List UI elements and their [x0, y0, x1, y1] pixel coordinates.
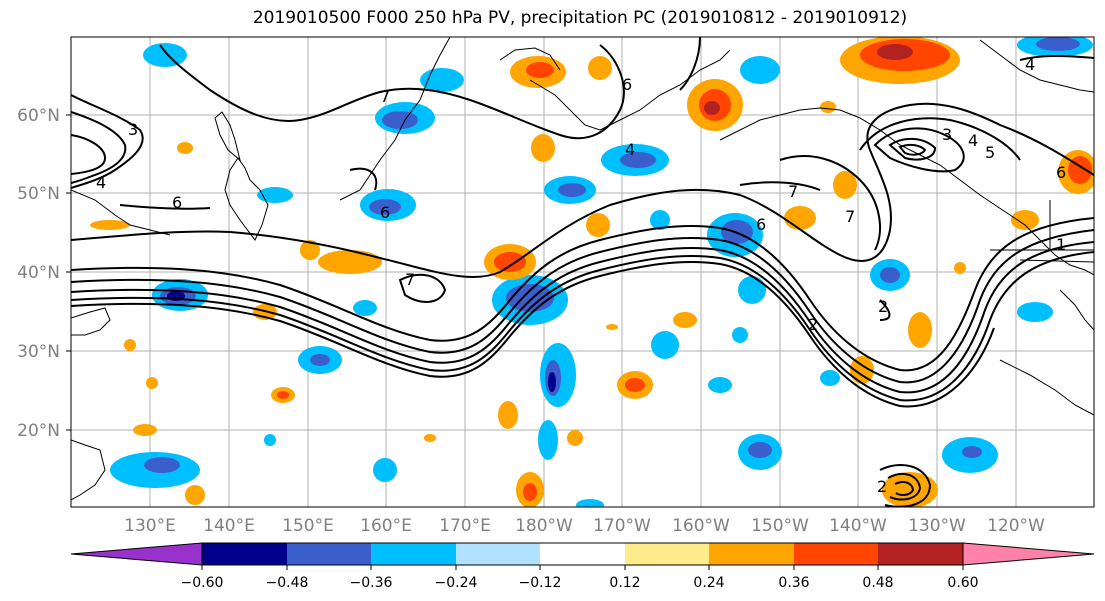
- contour-label: 6: [622, 75, 632, 94]
- colorbar: −0.60 −0.48 −0.36 −0.24 −0.12 0.12 0.24 …: [70, 542, 1095, 591]
- lon-label: 150°E: [282, 516, 334, 536]
- colorbar-segment: [202, 543, 287, 565]
- colorbar-segment: [456, 543, 540, 565]
- colorbar-tick-label: −0.24: [435, 575, 478, 591]
- lon-label: 170°W: [593, 516, 651, 536]
- colorbar-extend-high: [962, 542, 1095, 566]
- contour-label: 5: [985, 143, 995, 162]
- contour-label: 1: [1056, 235, 1066, 254]
- colorbar-segment: [625, 543, 709, 565]
- lat-label: 40°N: [17, 263, 60, 283]
- contour-label: 4: [1025, 55, 1035, 74]
- lat-label: 60°N: [17, 106, 60, 126]
- lat-label: 30°N: [17, 342, 60, 362]
- colorbar-segment: [878, 543, 963, 565]
- colorbar-tick-label: 0.60: [947, 575, 978, 591]
- contour-label: 7: [405, 270, 415, 289]
- colorbar-segment: [371, 543, 456, 565]
- contour-label: 6: [1056, 163, 1066, 182]
- lat-label: 20°N: [17, 421, 60, 441]
- lon-label: 130°E: [124, 516, 176, 536]
- lon-label: 130°W: [908, 516, 966, 536]
- lon-label: 170°E: [439, 516, 491, 536]
- contour-label: 7: [845, 207, 855, 226]
- tick-marks: [66, 114, 71, 431]
- lon-label: 140°W: [829, 516, 887, 536]
- colorbar-segment: [287, 543, 371, 565]
- lat-label: 50°N: [17, 184, 60, 204]
- lon-label: 160°W: [672, 516, 730, 536]
- lon-labels: 130°E 140°E 150°E 160°E 170°E 180°W 170°…: [124, 516, 1045, 536]
- colorbar-tick-label: −0.60: [181, 575, 224, 591]
- contour-label: 3: [128, 120, 138, 139]
- contour-label: 6: [756, 215, 766, 234]
- colorbar-tick-label: 0.36: [778, 575, 809, 591]
- colorbar-segment: [709, 543, 794, 565]
- precip-anomaly-fills: [90, 37, 1094, 507]
- contour-label: 2: [808, 315, 818, 334]
- lon-label: 180°W: [515, 516, 573, 536]
- contour-label: 4: [96, 173, 106, 192]
- colorbar-tick-label: −0.48: [266, 575, 309, 591]
- contour-label: 6: [380, 203, 390, 222]
- contour-label: 2: [877, 477, 887, 496]
- lon-label: 120°W: [987, 516, 1045, 536]
- colorbar-extend-low: [70, 542, 203, 566]
- pv-contours: [71, 37, 1094, 507]
- contour-labels: 3 4 6 7 6 7 4 6 7 6 7 2 3 4 5 6 1 2 4 2: [96, 55, 1066, 496]
- lat-labels: 60°N 50°N 40°N 30°N 20°N: [17, 106, 60, 441]
- colorbar-segment: [794, 543, 878, 565]
- colorbar-segment: [540, 543, 625, 565]
- contour-label: 2: [878, 297, 888, 316]
- colorbar-tick-label: 0.48: [862, 575, 893, 591]
- lon-label: 160°E: [360, 516, 412, 536]
- colorbar-tick-label: 0.24: [693, 575, 724, 591]
- contour-label: 4: [625, 140, 635, 159]
- contour-label: 3: [942, 125, 952, 144]
- contour-label: 4: [968, 131, 978, 150]
- contour-label: 6: [172, 193, 182, 212]
- map-title: 2019010500 F000 250 hPa PV, precipitatio…: [252, 8, 908, 28]
- colorbar-tick-label: −0.36: [350, 575, 393, 591]
- lon-label: 150°W: [751, 516, 809, 536]
- lon-label: 140°E: [203, 516, 255, 536]
- coastlines: [71, 37, 1094, 501]
- colorbar-tick-label: −0.12: [519, 575, 562, 591]
- contour-label: 7: [788, 182, 798, 201]
- colorbar-tick-label: 0.12: [609, 575, 640, 591]
- contour-label: 7: [380, 87, 390, 106]
